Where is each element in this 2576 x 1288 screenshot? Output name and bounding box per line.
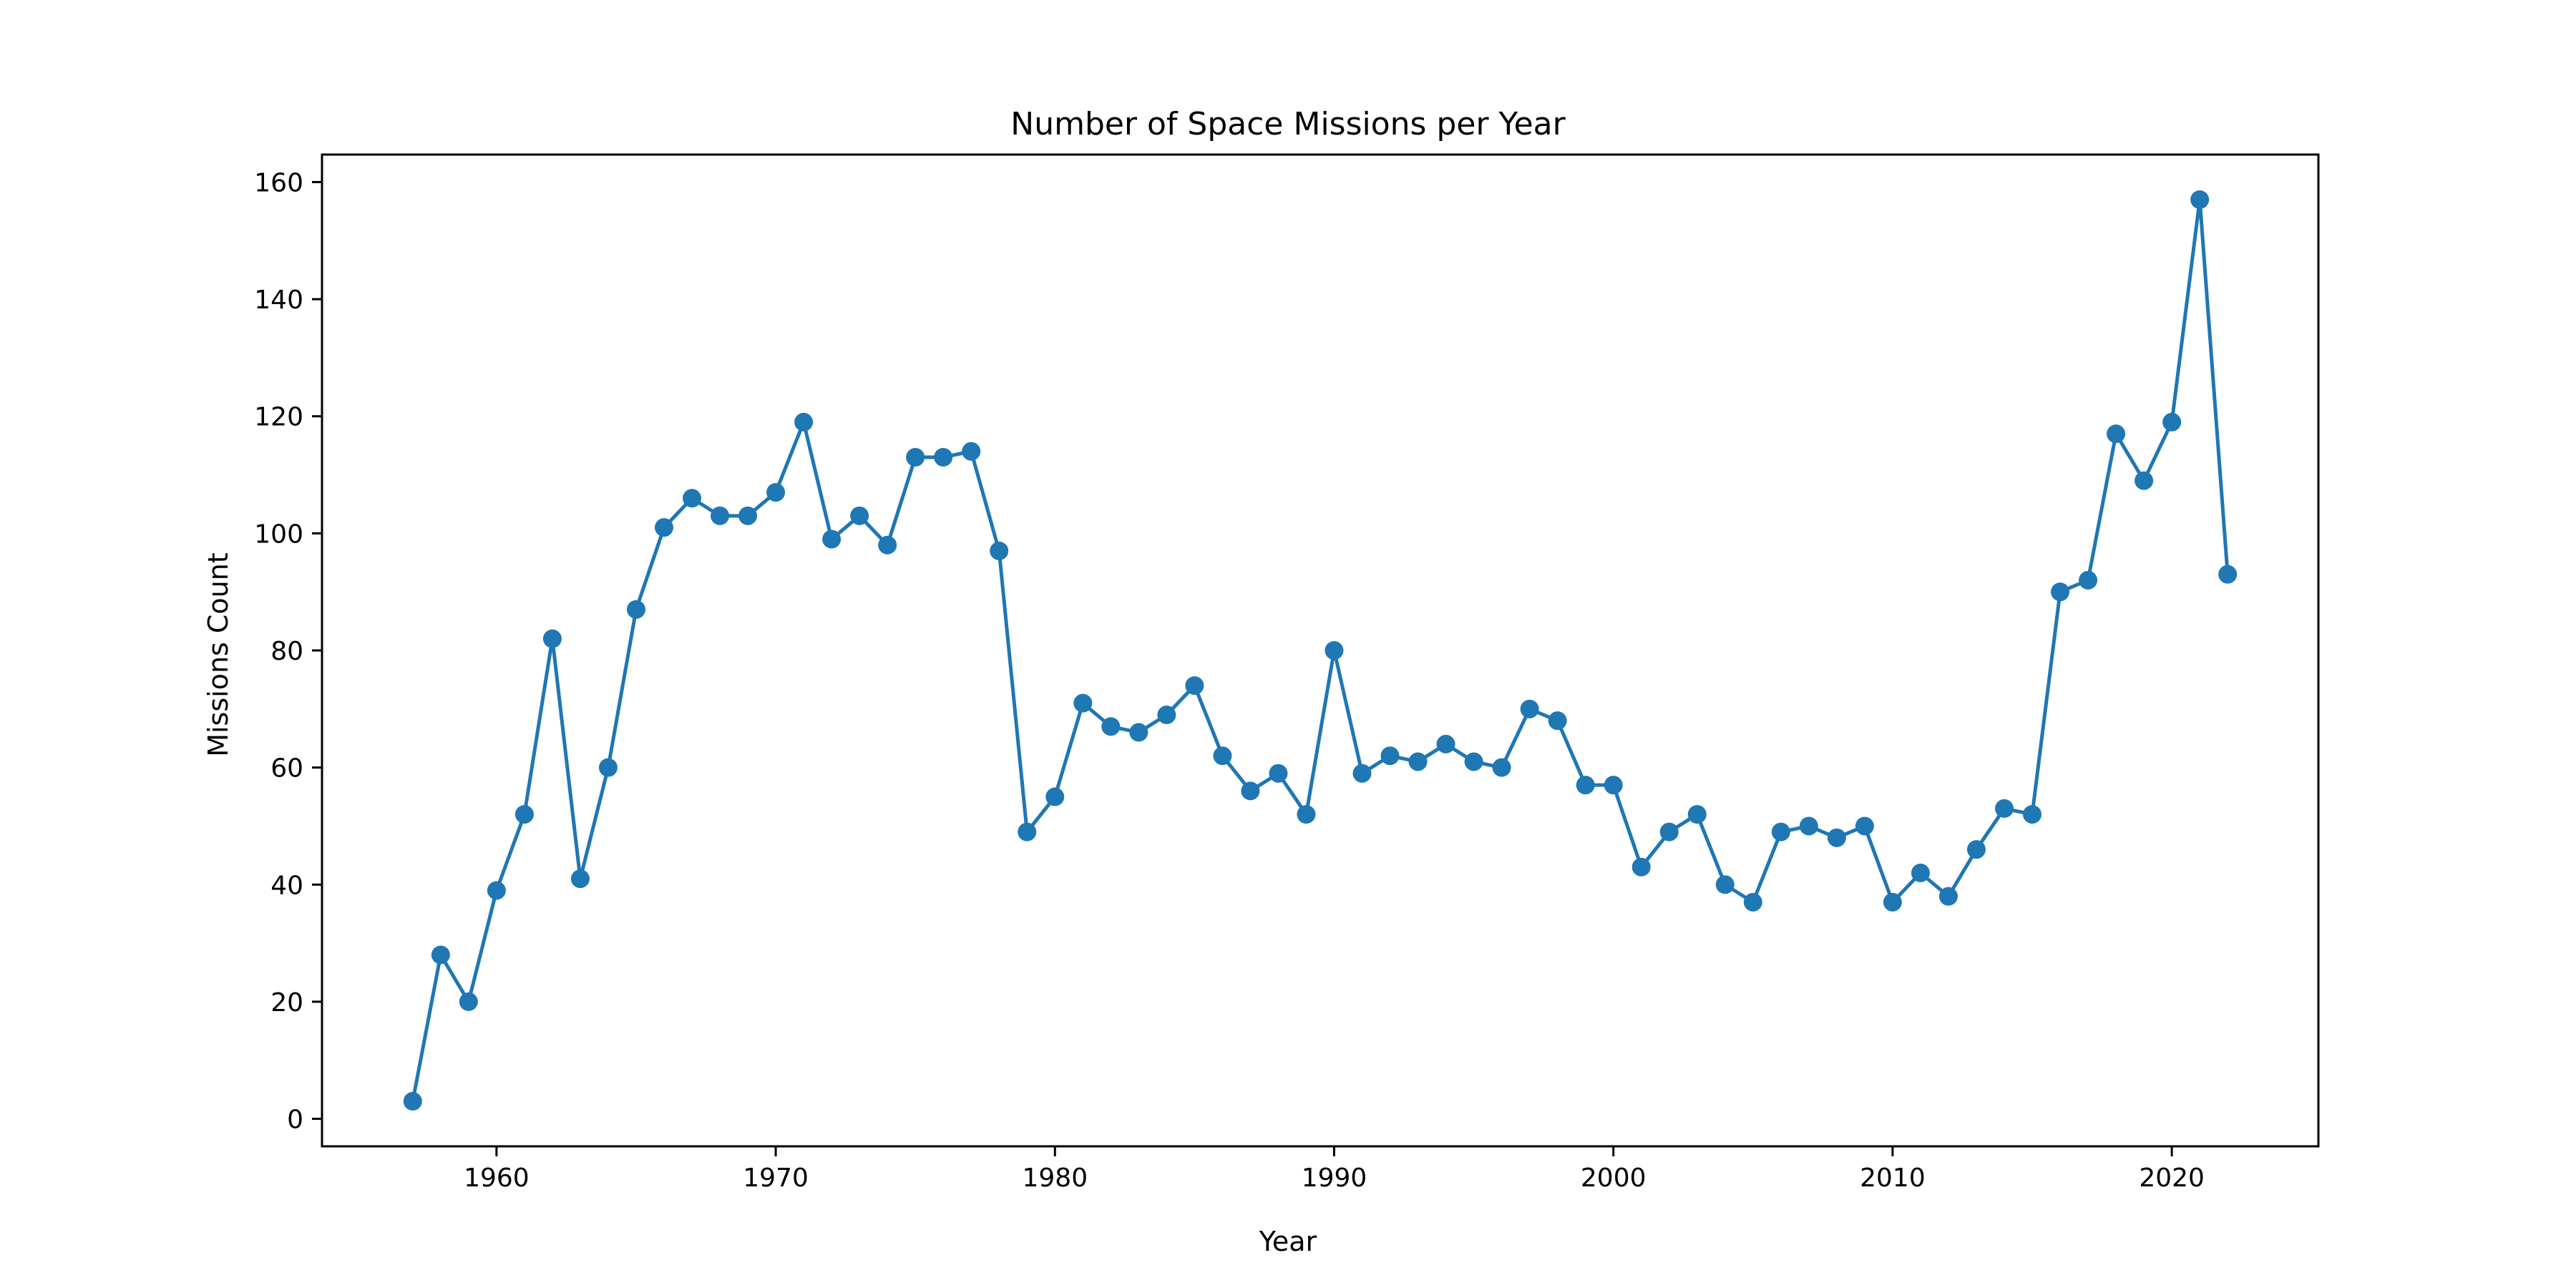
data-point (1324, 641, 1344, 660)
data-point (626, 600, 645, 619)
data-point (1352, 763, 1372, 783)
data-point (1185, 676, 1204, 696)
data-point (878, 535, 897, 555)
data-point (1911, 863, 1930, 882)
data-point (1659, 822, 1679, 841)
data-point (459, 992, 478, 1011)
data-point (1631, 857, 1651, 877)
data-point (1157, 706, 1176, 724)
data-point (1436, 734, 1455, 753)
data-point (2218, 565, 2238, 584)
x-tick-label: 2020 (2139, 1163, 2205, 1193)
data-point (822, 530, 841, 549)
data-point (990, 541, 1009, 560)
data-point (487, 881, 506, 900)
data-point (570, 869, 590, 889)
data-point (1073, 693, 1093, 713)
data-point (1408, 752, 1428, 771)
data-point (1548, 711, 1567, 731)
data-point (1269, 763, 1288, 783)
data-point (1743, 892, 1762, 912)
x-tick-label: 1960 (464, 1163, 530, 1193)
x-tick-label: 2010 (1860, 1163, 1926, 1193)
y-axis: 0 20 40 60 80 100 120 140 160 (254, 168, 322, 1135)
data-point (1883, 892, 1902, 912)
data-point (1464, 752, 1483, 771)
data-point (1101, 717, 1121, 736)
y-tick-label: 40 (270, 871, 303, 900)
data-point (962, 441, 981, 461)
data-point (683, 489, 702, 508)
data-point (514, 805, 534, 824)
data-point (738, 506, 758, 525)
y-tick-label: 60 (270, 754, 303, 784)
data-point (2107, 424, 2126, 444)
data-point (1827, 828, 1846, 847)
chart-title: Number of Space Missions per Year (1010, 106, 1566, 142)
x-axis-label: Year (1259, 1226, 1317, 1257)
plot-area (403, 190, 2238, 1111)
data-point (1771, 822, 1790, 841)
series-line (411, 197, 2230, 1102)
data-point (934, 448, 953, 467)
data-point (2135, 471, 2154, 490)
data-point (1687, 805, 1707, 824)
data-point (711, 506, 730, 525)
data-point (1520, 699, 1539, 718)
data-point (2051, 582, 2070, 602)
x-tick-label: 1990 (1302, 1163, 1367, 1193)
y-tick-label: 120 (254, 403, 303, 432)
data-point (1855, 816, 1874, 836)
data-point (655, 518, 674, 537)
data-point (1297, 805, 1316, 824)
data-point (1380, 746, 1400, 766)
data-point (2162, 412, 2182, 431)
data-point (2023, 805, 2042, 824)
data-point (1715, 875, 1735, 894)
data-point (1576, 776, 1595, 795)
data-point (1018, 822, 1037, 841)
data-point (2079, 570, 2098, 590)
data-point (1799, 816, 1818, 836)
y-axis-label: Missions Count (203, 552, 234, 757)
data-point (1213, 746, 1232, 766)
data-point (766, 483, 786, 502)
data-point (1045, 787, 1065, 806)
x-tick-label: 1980 (1022, 1163, 1088, 1193)
y-tick-label: 100 (254, 519, 303, 549)
data-point (1938, 887, 1958, 906)
data-point (1604, 776, 1623, 795)
data-point (1241, 781, 1260, 801)
y-tick-label: 0 (287, 1106, 303, 1135)
x-axis: 1960 1970 1980 1990 2000 2010 2020 (464, 1146, 2205, 1193)
data-point (1966, 840, 1986, 859)
data-point (1129, 723, 1148, 742)
data-point (2190, 190, 2210, 209)
data-point (850, 506, 869, 525)
plot-frame (321, 153, 2320, 1148)
y-tick-label: 140 (254, 286, 303, 315)
data-point (598, 758, 618, 777)
y-tick-label: 80 (270, 637, 303, 666)
x-tick-label: 1970 (743, 1163, 809, 1193)
data-point (542, 629, 562, 648)
data-point (906, 448, 925, 467)
data-point (431, 945, 450, 965)
x-tick-label: 2000 (1581, 1163, 1646, 1193)
data-point (1995, 799, 2014, 818)
data-point (403, 1092, 422, 1111)
y-tick-label: 160 (254, 168, 303, 197)
data-point (1492, 758, 1511, 777)
y-tick-label: 20 (270, 988, 303, 1018)
data-point (794, 412, 814, 431)
